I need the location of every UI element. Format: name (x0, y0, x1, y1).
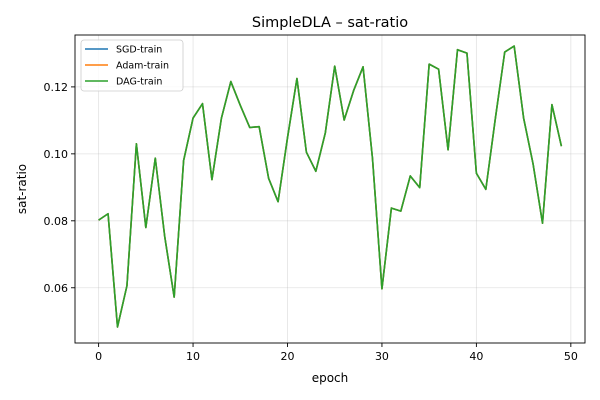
series-line-dag-train (98, 45, 563, 328)
legend-label-sgd-train: SGD-train (116, 45, 162, 56)
x-tick-label: 30 (375, 350, 389, 363)
plot-frame (74, 34, 586, 344)
y-tick-label: 0.12 (44, 81, 69, 94)
x-tick-label: 50 (564, 350, 578, 363)
x-axis-label: epoch (312, 371, 349, 385)
x-axis-ticks: 0 10 20 30 40 50 (95, 343, 578, 363)
chart-title: SimpleDLA – sat-ratio (252, 15, 408, 31)
legend-label-dag-train: DAG-train (116, 77, 162, 88)
y-axis-label: sat-ratio (15, 164, 29, 214)
series-lines (98, 45, 563, 328)
x-tick-label: 0 (95, 350, 102, 363)
x-tick-label: 40 (469, 350, 483, 363)
x-tick-label: 10 (186, 350, 200, 363)
y-tick-label: 0.10 (44, 148, 69, 161)
legend: SGD-train Adam-train DAG-train (80, 39, 184, 92)
y-tick-label: 0.08 (44, 215, 69, 228)
y-axis-ticks: 0.06 0.08 0.10 0.12 (44, 81, 75, 295)
y-tick-label: 0.06 (44, 282, 69, 295)
x-tick-label: 20 (281, 350, 295, 363)
legend-label-adam-train: Adam-train (116, 61, 169, 72)
legend-box (80, 39, 184, 92)
